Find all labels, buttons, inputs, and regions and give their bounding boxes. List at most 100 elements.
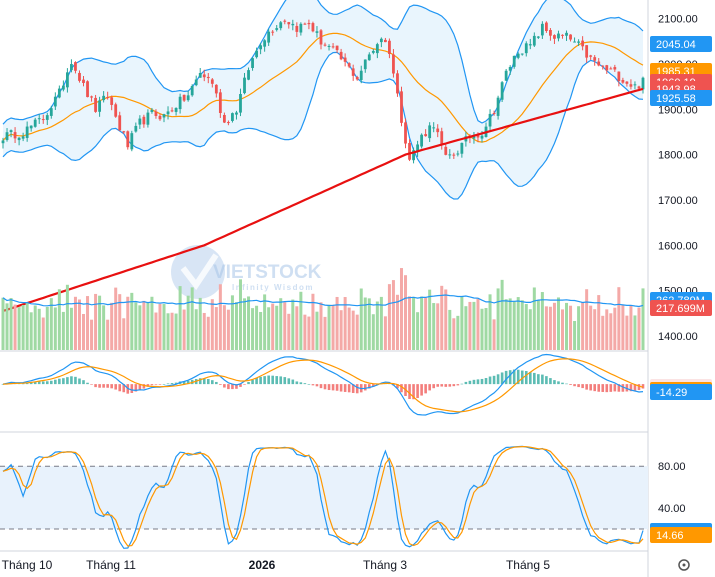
macd-histogram-bar (528, 372, 532, 385)
candle-body (130, 133, 134, 150)
volume-bar (230, 295, 234, 350)
candle-body (424, 134, 428, 137)
candle-body (536, 36, 540, 38)
volume-bar (552, 302, 556, 350)
volume-bar (182, 309, 186, 350)
candle-body (420, 134, 424, 147)
candle-body (496, 97, 500, 116)
volume-bar (327, 304, 331, 350)
macd-histogram-bar (33, 381, 37, 385)
stoch-tick-label: 80.00 (658, 461, 686, 473)
macd-histogram-bar (158, 384, 162, 385)
candle-body (315, 31, 319, 33)
macd-histogram-bar (545, 376, 548, 385)
volume-bar (142, 300, 146, 350)
volume-bar (416, 312, 420, 350)
candle-body (327, 45, 331, 47)
candle-body (45, 115, 49, 120)
time-axis-label: 2026 (249, 558, 276, 572)
volume-bar (476, 298, 480, 350)
candle-body (202, 74, 206, 78)
macd-badge-bg (650, 384, 712, 400)
volume-bar (633, 315, 637, 350)
macd-histogram-bar (247, 381, 250, 385)
candle-body (227, 122, 230, 124)
macd-histogram-bar (448, 384, 452, 387)
volume-bar (556, 297, 560, 350)
volume-bar (601, 315, 605, 350)
candle-body (86, 81, 89, 98)
macd-signal-line (2, 358, 644, 413)
volume-bar (351, 310, 355, 350)
candle-body (569, 34, 572, 40)
volume-bar (162, 304, 166, 350)
candle-body (33, 119, 37, 127)
candle-body (383, 39, 387, 43)
candle-body (492, 113, 496, 115)
volume-bar (355, 314, 359, 350)
volume-bar (283, 302, 287, 350)
macd-histogram-bar (239, 384, 242, 387)
macd-histogram-bar (170, 383, 174, 385)
volume-bar (122, 318, 126, 350)
candle-body (166, 111, 170, 115)
macd-histogram-bar (307, 384, 311, 385)
macd-histogram-bar (54, 379, 57, 385)
candle-body (106, 97, 110, 99)
volume-bar (412, 296, 416, 350)
macd-histogram-bar (472, 379, 476, 385)
volume-bar (524, 304, 528, 350)
volume-bar (585, 289, 589, 350)
volume-bar (613, 307, 617, 350)
volume-bar (77, 299, 81, 350)
volume-bar (432, 303, 436, 350)
macd-histogram-bar (134, 384, 138, 392)
candle-body (303, 23, 307, 25)
candle-body (154, 111, 158, 116)
macd-histogram-bar (569, 384, 572, 385)
macd-line (2, 353, 644, 416)
candle-body (436, 128, 440, 133)
macd-histogram-bar (150, 384, 154, 386)
volume-bar (25, 302, 29, 350)
macd-histogram-bar (110, 384, 113, 389)
candle-body (375, 44, 379, 54)
macd-histogram-bar (351, 384, 355, 393)
candle-body (404, 122, 407, 144)
volume-bar (420, 296, 424, 350)
macd-histogram-bar (41, 381, 45, 385)
candle-body (126, 131, 130, 148)
macd-histogram-bar (82, 380, 85, 385)
volume-bar (548, 306, 552, 350)
macd-histogram-bar (512, 369, 516, 385)
volume-bar (49, 298, 53, 350)
volume-bar (573, 320, 577, 350)
candle-body (585, 45, 589, 58)
macd-histogram-bar (343, 384, 347, 392)
candle-body (520, 53, 524, 55)
volume-bar (178, 286, 182, 350)
volume-bar (581, 302, 585, 350)
volume-bar (279, 298, 283, 350)
settings-icon[interactable] (678, 559, 690, 571)
macd-histogram-bar (74, 376, 77, 385)
price-badge-bg (650, 90, 712, 106)
macd-histogram-bar (436, 384, 440, 387)
volume-bar (508, 298, 512, 350)
volume-bar (186, 295, 190, 350)
macd-histogram-bar (299, 382, 303, 385)
candle-body (29, 125, 33, 129)
macd-histogram-bar (464, 381, 468, 385)
volume-bar (126, 296, 130, 350)
volume-bar (448, 309, 452, 350)
candle-body (597, 61, 601, 66)
candle-body (190, 86, 194, 96)
volume-bar (536, 300, 540, 350)
candle-body (170, 110, 174, 112)
candle-body (90, 96, 93, 98)
macd-histogram-bar (432, 384, 435, 389)
macd-histogram-bar (533, 372, 536, 385)
volume-bar (323, 316, 327, 350)
macd-histogram-bar (311, 384, 315, 386)
